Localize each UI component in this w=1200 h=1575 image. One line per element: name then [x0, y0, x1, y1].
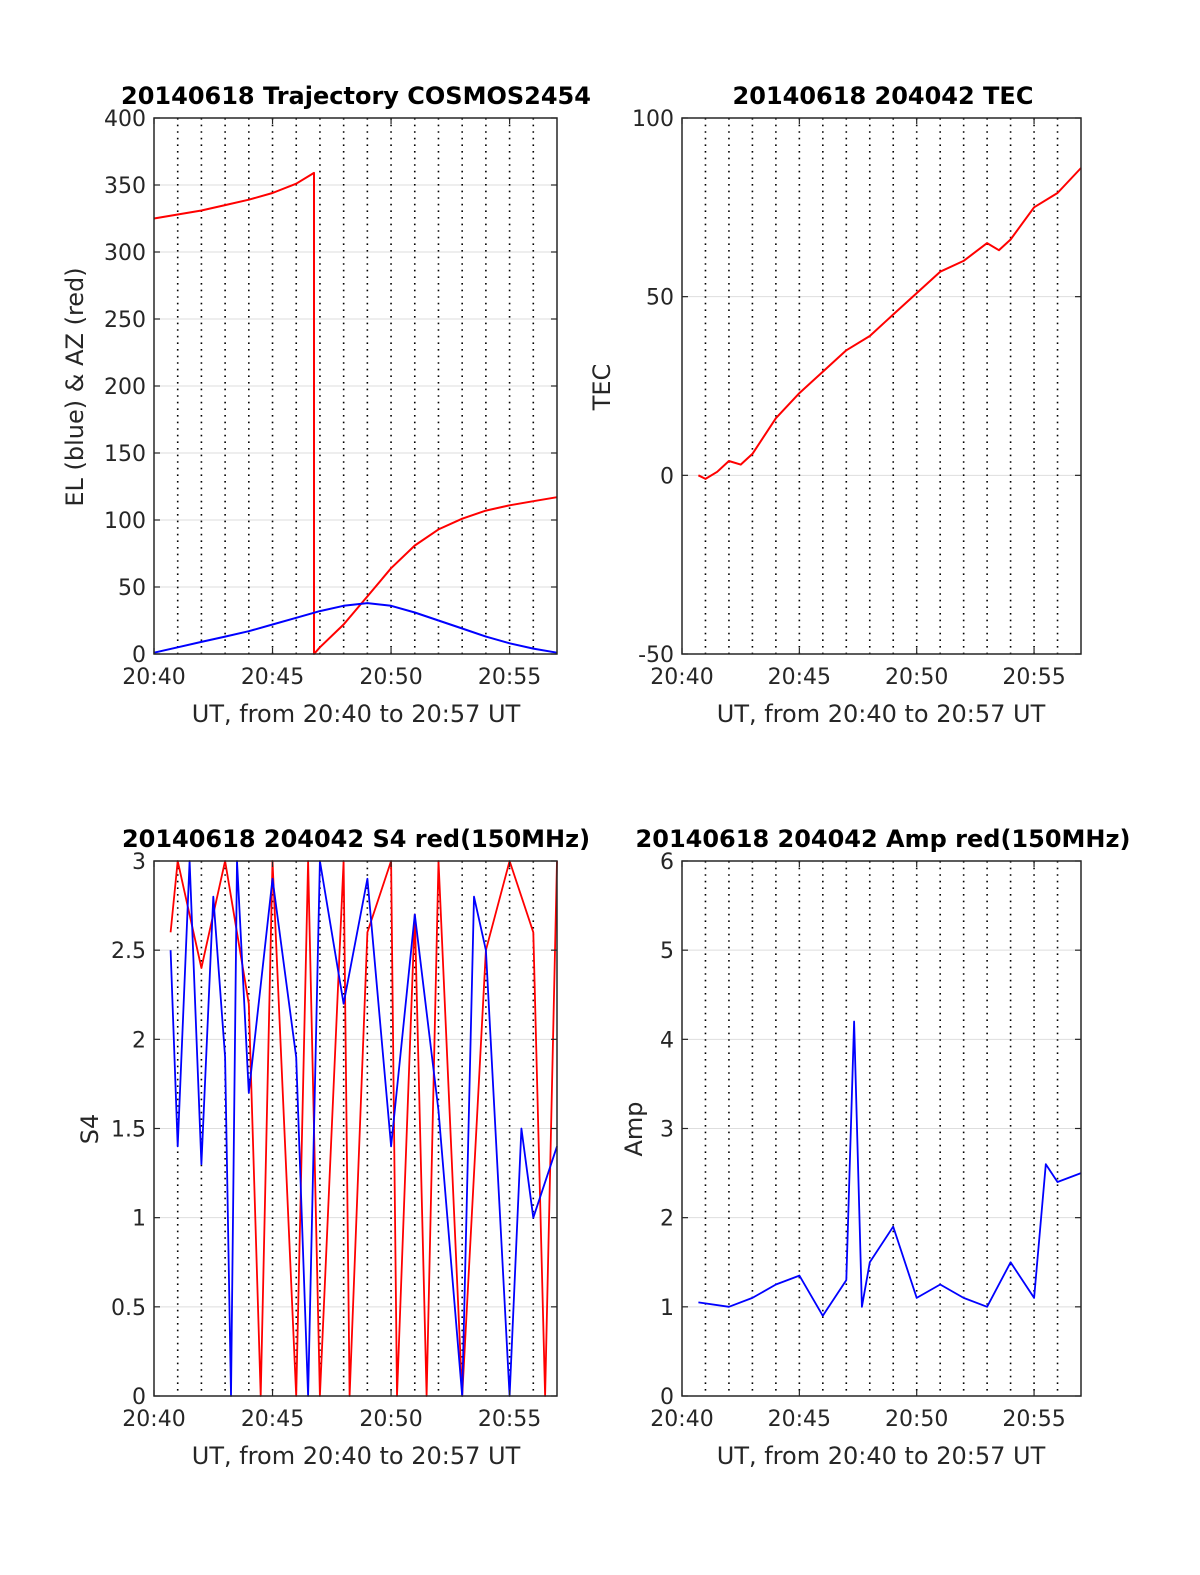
x-tick-label: 20:40	[650, 665, 713, 690]
y-tick-label: 2	[132, 1028, 146, 1053]
x-tick-label: 20:55	[1002, 665, 1065, 690]
y-tick-label: 3	[132, 850, 146, 875]
y-tick-label: 1	[132, 1207, 146, 1232]
trajectory-panel: 20140618 Trajectory COSMOS2454 20:40 20:4…	[61, 82, 591, 728]
y-axis-label: S4	[76, 1114, 104, 1145]
y-tick-label: 2.5	[111, 939, 146, 964]
y-tick-label: 400	[104, 107, 146, 132]
x-tick-label: 20:45	[768, 665, 831, 690]
y-tick-label: 0	[132, 1385, 146, 1410]
y-tick-label: 4	[660, 1028, 674, 1053]
y-tick-label: 1.5	[111, 1118, 146, 1143]
chart-title: 20140618 204042 S4 red(150MHz)	[122, 825, 590, 853]
x-tick-label: 20:55	[478, 1407, 541, 1432]
y-tick-label: 350	[104, 174, 146, 199]
y-tick-label: 300	[104, 241, 146, 266]
x-tick-label: 20:45	[241, 1407, 304, 1432]
y-axis-label: EL (blue) & AZ (red)	[61, 267, 89, 506]
y-tick-label: 3	[660, 1118, 674, 1143]
x-axis-label: UT, from 20:40 to 20:57 UT	[717, 1442, 1046, 1470]
x-tick-label: 20:50	[885, 1407, 948, 1432]
series-line-0	[697, 167, 1082, 480]
series-line-1	[153, 602, 558, 654]
x-axis-label: UT, from 20:40 to 20:57 UT	[192, 700, 521, 728]
y-tick-label: 250	[104, 308, 146, 333]
y-tick-label: 0.5	[111, 1296, 146, 1321]
plot-frame	[681, 117, 1082, 655]
x-tick-label: 20:50	[359, 665, 422, 690]
chart-title: 20140618 204042 Amp red(150MHz)	[636, 825, 1131, 853]
y-tick-label: -50	[638, 643, 674, 668]
y-tick-label: 6	[660, 850, 674, 875]
x-tick-label: 20:55	[478, 665, 541, 690]
x-tick-label: 20:45	[768, 1407, 831, 1432]
y-tick-label: 0	[660, 1385, 674, 1410]
x-axis-label: UT, from 20:40 to 20:57 UT	[192, 1442, 521, 1470]
x-tick-label: 20:55	[1002, 1407, 1065, 1432]
series-line-0	[698, 1020, 1082, 1317]
y-tick-label: 200	[104, 375, 146, 400]
y-tick-label: 50	[118, 576, 146, 601]
chart-title: 20140618 204042 TEC	[733, 82, 1034, 110]
y-axis-label: Amp	[620, 1101, 648, 1156]
y-tick-label: 2	[660, 1207, 674, 1232]
s4-panel: 20140618 204042 S4 red(150MHz) 20:40 20:4…	[76, 825, 590, 1470]
y-tick-label: 0	[660, 464, 674, 489]
y-tick-label: 0	[132, 643, 146, 668]
y-axis-label: TEC	[588, 364, 616, 412]
series-line-0	[169, 860, 558, 1397]
y-tick-label: 100	[632, 107, 674, 132]
x-tick-label: 20:50	[885, 665, 948, 690]
y-tick-label: 1	[660, 1296, 674, 1321]
x-tick-label: 20:40	[122, 1407, 185, 1432]
x-axis-label: UT, from 20:40 to 20:57 UT	[717, 700, 1046, 728]
y-tick-label: 5	[660, 939, 674, 964]
amp-panel: 20140618 204042 Amp red(150MHz) 20:40 20:…	[620, 825, 1130, 1470]
x-tick-label: 20:45	[241, 665, 304, 690]
x-tick-label: 20:40	[650, 1407, 713, 1432]
series-line-0	[153, 171, 558, 655]
x-tick-label: 20:50	[359, 1407, 422, 1432]
tec-panel: 20140618 204042 TEC 20:40 20:45 20:50 20:55…	[588, 82, 1082, 728]
y-tick-label: 100	[104, 509, 146, 534]
x-tick-label: 20:40	[122, 665, 185, 690]
y-tick-label: 150	[104, 442, 146, 467]
y-tick-label: 50	[646, 286, 674, 311]
chart-title: 20140618 Trajectory COSMOS2454	[121, 82, 591, 110]
